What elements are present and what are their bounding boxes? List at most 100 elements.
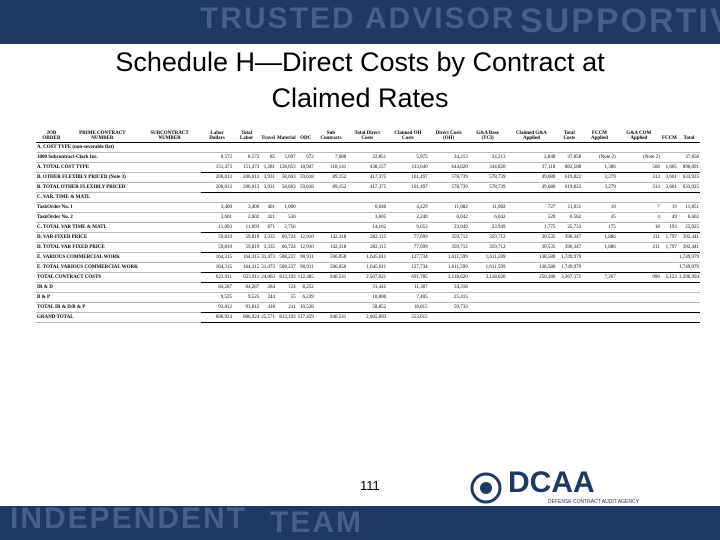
cell: 3,396,994	[677, 272, 700, 283]
cell: 23,949	[428, 222, 469, 233]
cell	[232, 192, 261, 203]
cell: 871	[260, 222, 277, 233]
table-row: C. TOTAL VAR TIME & MATL 11,093 11,093 871 2…	[36, 222, 700, 233]
cell: 10,538	[296, 302, 315, 313]
cell: 22,851	[347, 152, 388, 163]
cell: (Note 2)	[616, 152, 661, 163]
cell: 568	[616, 162, 661, 173]
cell: 127,734	[387, 252, 429, 263]
row-label: C. TOTAL VAR TIME & MATL	[36, 222, 202, 233]
cell: 996	[616, 272, 661, 283]
cell: 508,237	[276, 252, 297, 263]
logo-name: DCAA	[508, 470, 595, 499]
cell	[387, 142, 429, 153]
cell: 284	[260, 282, 277, 293]
cell	[616, 282, 661, 293]
cell: 12,910	[296, 242, 315, 253]
cell	[616, 142, 661, 153]
column-header: Direct Costs (OH)	[428, 130, 469, 143]
row-label: A. TOTAL COST TYPE	[36, 162, 202, 173]
cell: 9,525	[201, 292, 233, 303]
cell: 59,618	[296, 182, 315, 193]
row-label: 1000 Subcontract-Clark Inc.	[36, 152, 202, 163]
cell	[556, 312, 583, 323]
column-header: G&A COM Applied	[616, 130, 661, 143]
column-header: FCCM	[660, 130, 678, 143]
cell: 896,091	[677, 162, 700, 173]
cell: 6,239	[296, 292, 315, 303]
cell: 578,739	[468, 182, 507, 193]
row-label: C. VAR. TIME & MATL	[36, 192, 202, 203]
cell: 882,508	[556, 162, 583, 173]
cell: 3,335	[260, 242, 277, 253]
cell: 18,815	[387, 302, 429, 313]
cell: 31,441	[347, 282, 388, 293]
cell: 438,157	[347, 162, 388, 173]
cell	[582, 282, 617, 293]
cell	[347, 142, 388, 153]
cell: 3,661	[660, 172, 678, 183]
cell: 11,387	[387, 282, 429, 293]
cell: 84,287	[201, 282, 233, 293]
cell: 66,724	[276, 232, 297, 243]
cell	[506, 282, 557, 293]
header-row: JOB ORDER PRIME CONTRACT NUMBER SUBCONTRAC…	[36, 130, 700, 143]
cell: 244	[260, 292, 277, 303]
cell: 3,118,620	[428, 272, 469, 283]
table-body: A. COST TYPE (non-severable flat) 1000 Su…	[36, 142, 700, 323]
cell	[506, 292, 557, 303]
cell: 112,485	[296, 272, 315, 283]
cell: 113,640	[387, 162, 429, 173]
cell: 8,572	[232, 152, 261, 163]
cell	[616, 192, 661, 203]
cell	[582, 192, 617, 203]
cell: 553,615	[387, 312, 429, 323]
column-header: Total Labor	[232, 130, 261, 143]
column-header: JOB ORDER	[36, 130, 67, 143]
column-header: ODC	[296, 130, 315, 143]
cell	[582, 252, 617, 263]
cell: 1,611,599	[468, 252, 507, 263]
cell: 3,279	[582, 172, 617, 183]
cell	[660, 192, 678, 203]
cell: 421	[260, 212, 277, 223]
cell: 344,820	[468, 162, 507, 173]
cell: 3,367,371	[556, 272, 583, 283]
cell: 124	[276, 282, 297, 293]
cell	[468, 302, 507, 313]
cell	[428, 312, 469, 323]
cell: 6,042	[468, 212, 507, 223]
cell: 1,886	[582, 232, 617, 243]
cell: 10,800	[347, 292, 388, 303]
cell: 161,497	[387, 172, 429, 183]
cell: 55	[276, 292, 297, 303]
cell: 1,645,611	[347, 252, 388, 263]
cell	[506, 142, 557, 153]
cell: 672	[296, 152, 315, 163]
cell: 633,925	[677, 182, 700, 193]
banner-word: SUPPORTIV	[520, 2, 720, 40]
cell	[677, 142, 700, 153]
cell	[506, 302, 557, 313]
cell	[660, 312, 678, 323]
cell	[201, 192, 233, 203]
cell: 31,473	[260, 262, 277, 273]
cell: 417,375	[347, 182, 388, 193]
cell: 8,252	[296, 282, 315, 293]
cell: 596,050	[314, 262, 348, 273]
cell: 84,287	[232, 282, 261, 293]
cell: 1,611,599	[428, 262, 469, 273]
cell	[616, 292, 661, 303]
cell: 1,281	[260, 162, 277, 173]
cell: 138,580	[506, 252, 557, 263]
cell: 813,193	[276, 272, 297, 283]
cell: 3,118,620	[468, 272, 507, 283]
cell: 151,473	[201, 162, 233, 173]
cell: 89,152	[314, 182, 348, 193]
cell: 418	[260, 302, 277, 313]
table-row: D. TOTAL VAR FIXED PRICE 59,819 59,819 3,33…	[36, 242, 700, 253]
cell: 49,680	[506, 182, 557, 193]
row-label: TOTAL IR & D/B & P	[36, 302, 202, 313]
cell: 14,162	[347, 222, 388, 233]
cell: 25,415	[428, 292, 469, 303]
